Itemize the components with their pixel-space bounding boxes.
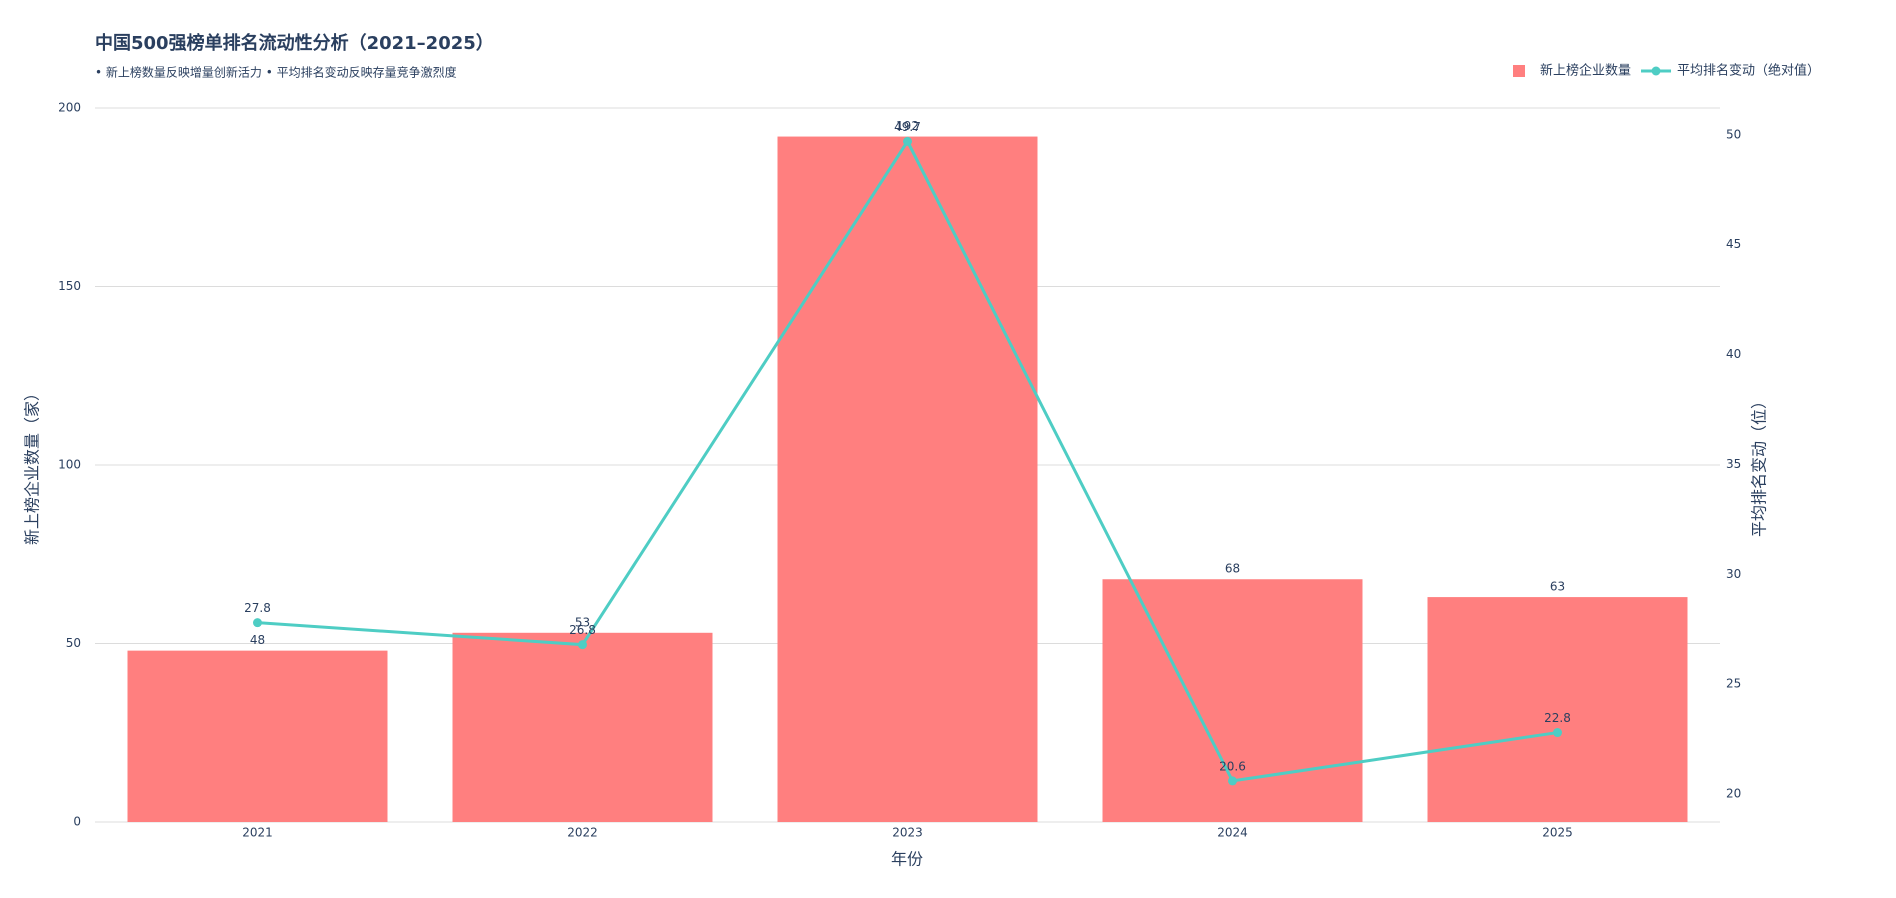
y-tick-label: 150 [58, 279, 81, 293]
legend-label: 平均排名变动（绝对值） [1677, 63, 1820, 79]
line-value-label: 20.6 [1219, 759, 1246, 773]
line-point [903, 136, 912, 146]
bar [127, 650, 388, 822]
legend-label: 新上榜企业数量 [1540, 63, 1631, 79]
bar [1427, 597, 1688, 822]
x-tick-label: 2022 [567, 826, 598, 840]
line-value-label: 22.8 [1544, 711, 1571, 725]
y2-tick-label: 20 [1726, 787, 1741, 801]
line-value-label: 27.8 [244, 601, 271, 615]
chart-title: 中国500强榜单排名流动性分析（2021–2025） [95, 32, 494, 54]
line-point [1228, 776, 1237, 786]
y-tick-label: 0 [73, 815, 81, 829]
x-tick-label: 2024 [1217, 826, 1248, 840]
bar-value-label: 53 [575, 615, 590, 629]
x-axis-title: 年份 [891, 850, 923, 869]
bar [777, 136, 1038, 822]
bar-value-label: 192 [896, 119, 919, 133]
y2-tick-label: 25 [1726, 677, 1741, 691]
bar-value-label: 48 [250, 633, 265, 647]
y-tick-label: 100 [58, 458, 81, 472]
x-tick-label: 2021 [242, 826, 273, 840]
y2-tick-label: 50 [1726, 127, 1741, 141]
y-axis-title: 新上榜企业数量（家） [23, 385, 42, 545]
line-point [1553, 728, 1562, 738]
chart-subtitle: • 新上榜数量反映增量创新活力 • 平均排名变动反映存量竞争激烈度 [95, 65, 457, 80]
y-tick-label: 50 [66, 636, 81, 650]
legend-marker [1513, 65, 1525, 77]
line-point [578, 640, 587, 650]
x-tick-label: 2025 [1542, 826, 1573, 840]
legend-marker [1651, 66, 1661, 76]
line-point [253, 618, 262, 628]
x-tick-label: 2023 [892, 826, 923, 840]
line-value-label: 49.7 [894, 120, 921, 134]
y2-tick-label: 35 [1726, 457, 1741, 471]
y2-tick-label: 40 [1726, 347, 1741, 361]
y2-axis-title: 平均排名变动（位） [1750, 393, 1769, 537]
bar-value-label: 63 [1550, 580, 1565, 594]
bar [1102, 579, 1363, 822]
bar [452, 632, 713, 822]
bar-value-label: 68 [1225, 562, 1240, 576]
y2-tick-label: 45 [1726, 237, 1741, 251]
y2-tick-label: 30 [1726, 567, 1741, 581]
y-tick-label: 200 [58, 101, 81, 115]
line-value-label: 26.8 [569, 623, 596, 637]
